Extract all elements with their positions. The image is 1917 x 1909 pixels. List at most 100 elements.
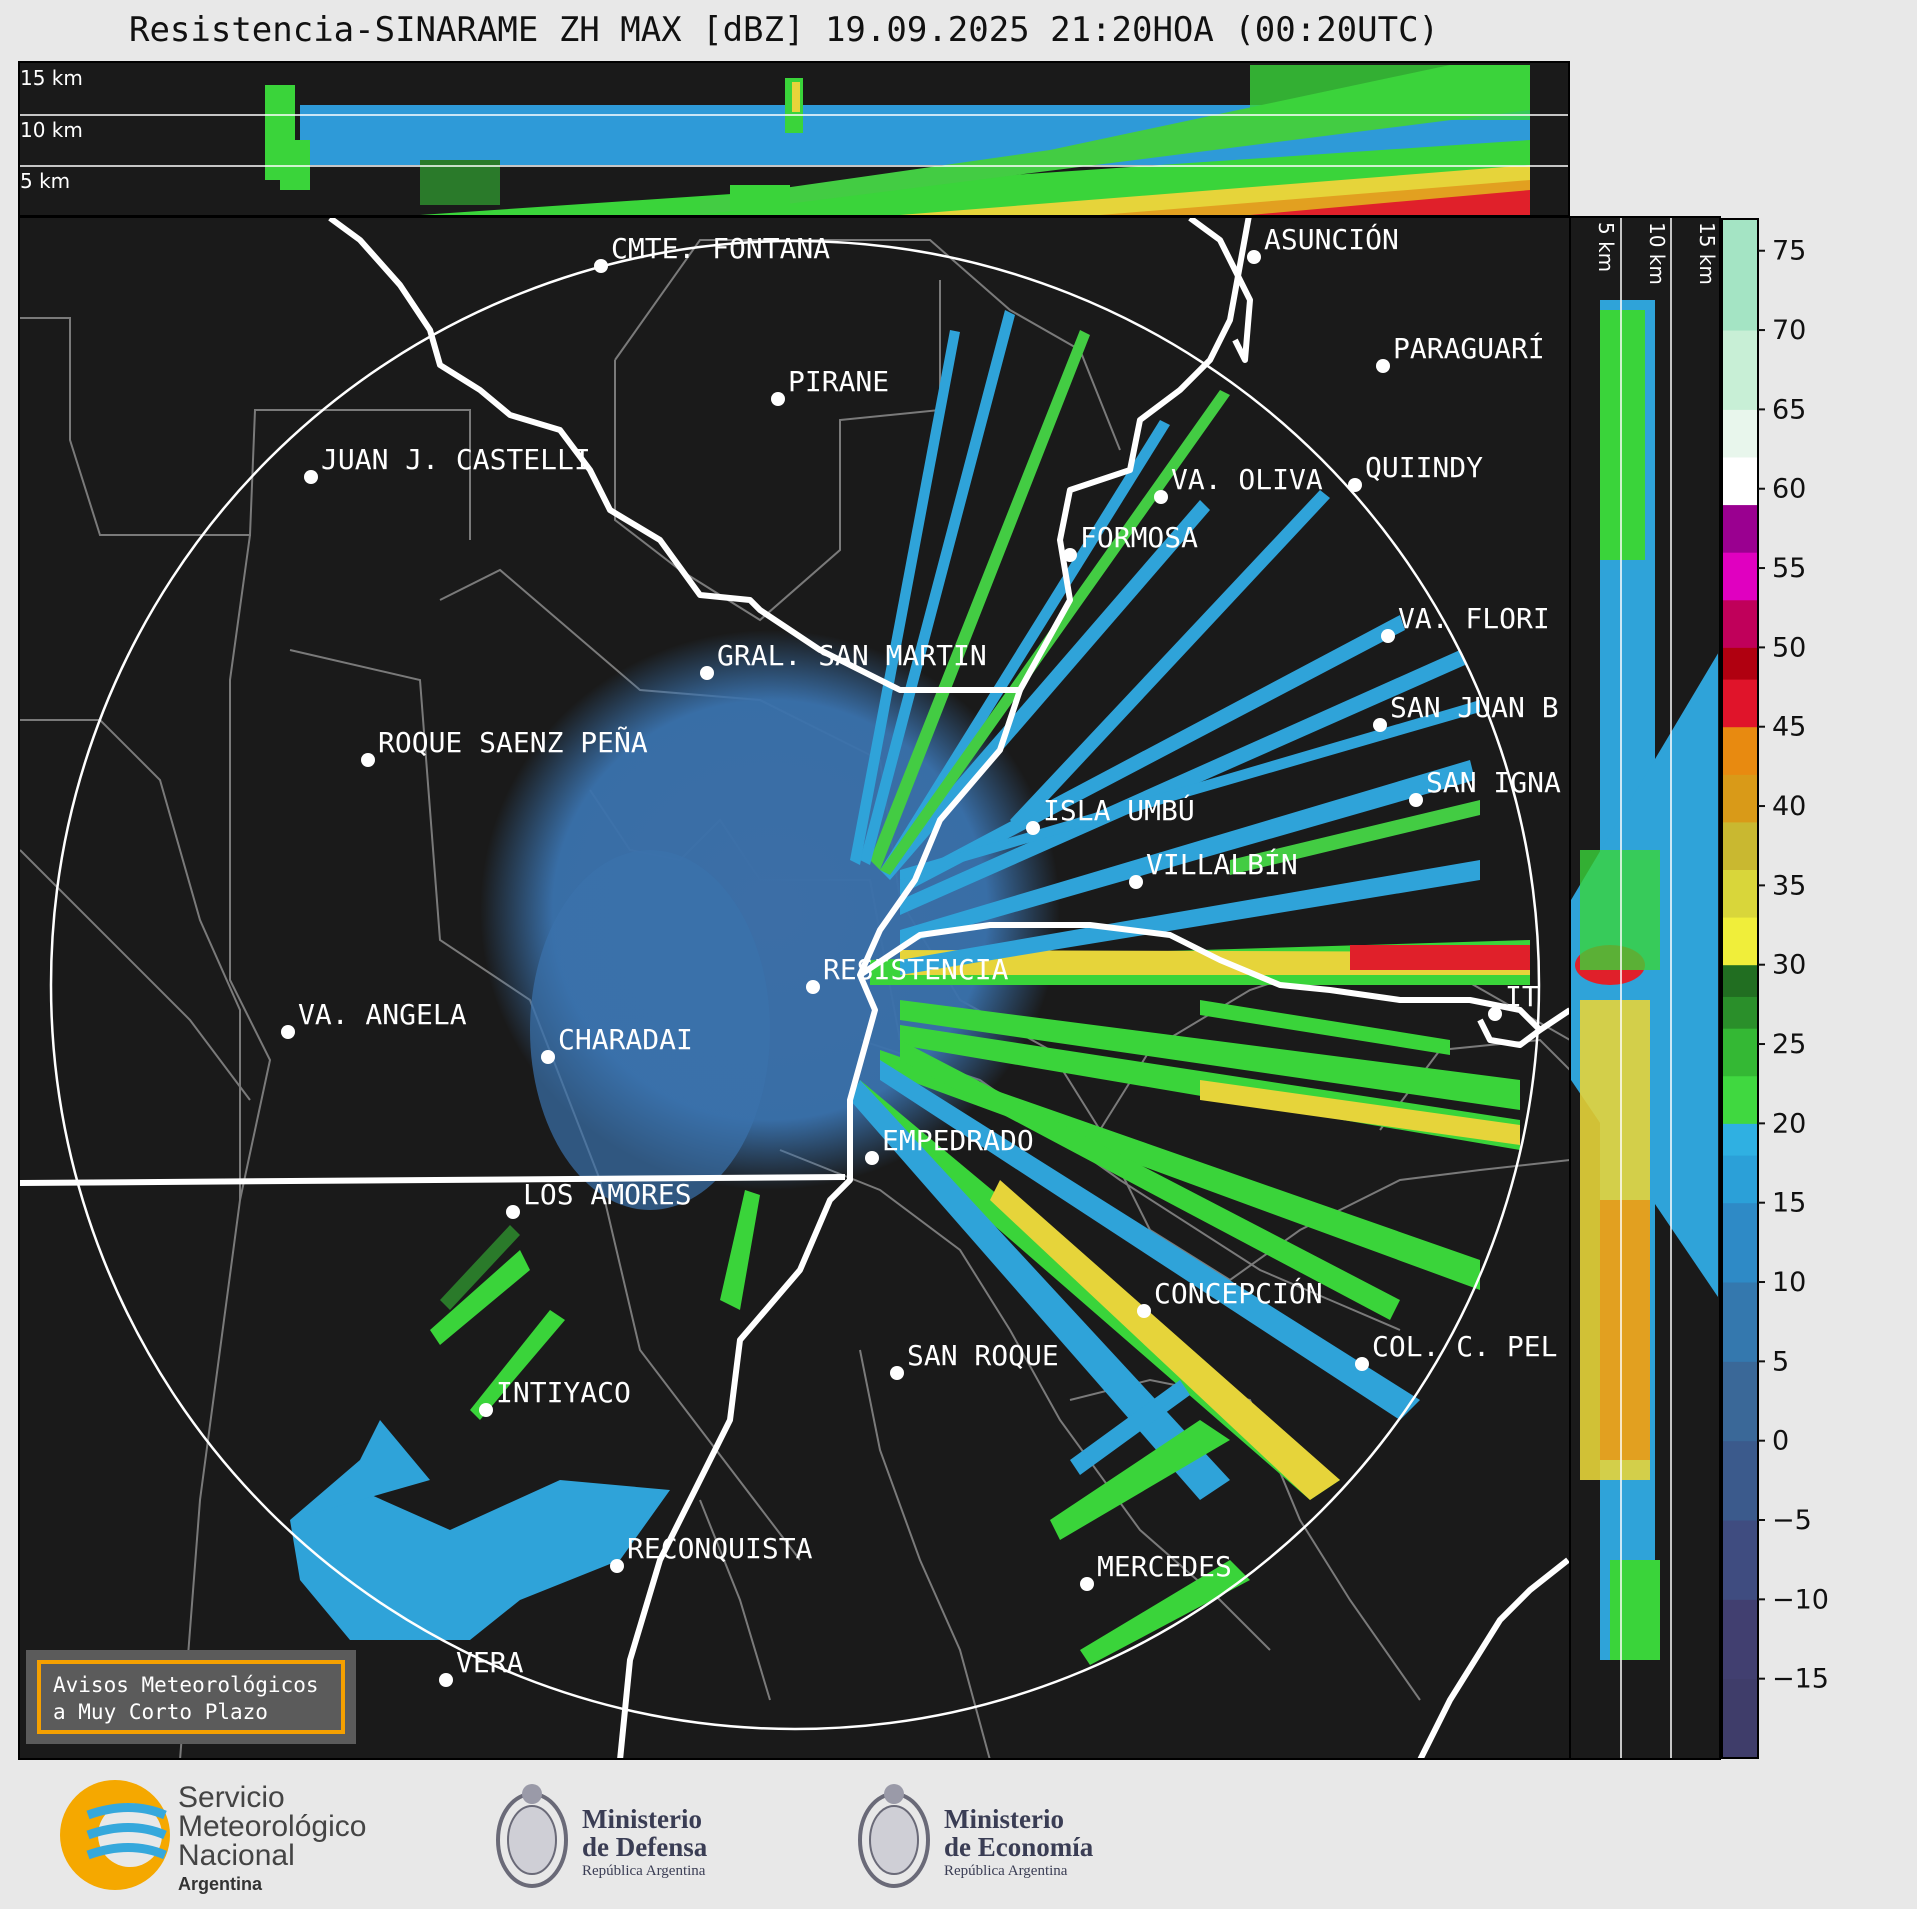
city-dot [304, 470, 318, 484]
colorbar-segment [1722, 1678, 1758, 1759]
colorbar-tick-label: −15 [1772, 1664, 1829, 1695]
city-dot [1348, 478, 1362, 492]
city-label: PIRANE [788, 365, 889, 398]
city-label: VILLALBÍN [1146, 847, 1298, 881]
colorbar-tick-label: 30 [1772, 950, 1806, 981]
side-level-15km: 15 km [1695, 222, 1719, 285]
colorbar-tick-label: 60 [1772, 474, 1806, 505]
colorbar-segment [1722, 1282, 1758, 1362]
city-label: RESISTENCIA [823, 953, 1009, 986]
city-marker: PARAGUARÍ [1376, 331, 1545, 373]
smn-logo [60, 1780, 170, 1890]
city-marker: RECONQUISTA [610, 1532, 813, 1573]
city-dot [700, 666, 714, 680]
city-dot [1376, 359, 1390, 373]
colorbar-segment [1722, 647, 1758, 680]
city-marker: COL. C. PEL [1355, 1330, 1557, 1371]
city-label: ASUNCIÓN [1264, 222, 1399, 256]
colorbar-tick-label: 35 [1772, 870, 1806, 901]
city-dot [1247, 250, 1261, 264]
side-level-5km: 5 km [1594, 222, 1618, 272]
city-marker: RESISTENCIA [806, 953, 1009, 994]
colorbar-tick-label: 0 [1772, 1426, 1789, 1457]
city-marker: LOS AMORES [506, 1178, 692, 1219]
colorbar-frame [1721, 218, 1759, 1759]
city-dot [1137, 1304, 1151, 1318]
city-marker: GRAL. SAN MARTIN [700, 639, 987, 680]
colorbar-segment [1722, 679, 1758, 728]
city-label: QUIINDY [1365, 451, 1483, 484]
top-cross-section: 15 km 10 km 5 km [18, 61, 1570, 217]
city-label: VA. OLIVA [1171, 463, 1323, 496]
city-label: EMPEDRADO [882, 1124, 1034, 1157]
city-dot [610, 1559, 624, 1573]
economia-seal-icon [858, 1784, 930, 1888]
city-marker: JUAN J. CASTELLI [304, 443, 591, 484]
city-dot [439, 1673, 453, 1687]
city-marker: VA. ANGELA [281, 998, 467, 1039]
colorbar-segment [1722, 1155, 1758, 1204]
colorbar-segment [1722, 456, 1758, 506]
city-marker: SAN JUAN B [1373, 691, 1559, 732]
city-dot [541, 1050, 555, 1064]
city-marker: VA. FLORI [1381, 602, 1550, 643]
colorbar-segment [1722, 726, 1758, 775]
city-label: PARAGUARÍ [1393, 331, 1545, 365]
city-label: IT [1505, 980, 1539, 1013]
colorbar-segment [1722, 1123, 1758, 1156]
colorbar-segment [1722, 1075, 1758, 1124]
city-dot [1154, 490, 1168, 504]
city-label: FORMOSA [1080, 521, 1198, 554]
city-marker: VILLALBÍN [1129, 847, 1298, 889]
city-label: CMTE. FONTANA [611, 232, 830, 265]
city-dot [1063, 548, 1077, 562]
city-label: ROQUE SAENZ PEÑA [378, 725, 648, 759]
city-label: SAN JUAN B [1390, 691, 1559, 724]
city-label: SAN IGNA [1426, 766, 1561, 799]
colorbar-tick-label: 20 [1772, 1108, 1806, 1139]
colorbar-tick-label: 5 [1772, 1346, 1789, 1377]
economia-logo-text: Ministerio de Economía República Argenti… [944, 1804, 1094, 1879]
city-label: JUAN J. CASTELLI [321, 443, 591, 476]
notice-box[interactable]: Avisos Meteorológicos a Muy Corto Plazo [37, 1660, 345, 1734]
top-level-15km: 15 km [20, 66, 83, 90]
city-marker: SAN ROQUE [890, 1339, 1059, 1380]
city-marker: EMPEDRADO [865, 1124, 1034, 1165]
city-dot [1381, 629, 1395, 643]
city-label: VERA [456, 1646, 524, 1679]
city-marker: FORMOSA [1063, 521, 1198, 562]
side-cross-section: 5 km 10 km 15 km [1569, 216, 1721, 1760]
city-marker: CONCEPCIÓN [1137, 1276, 1323, 1318]
city-marker: ISLA UMBÚ [1026, 793, 1195, 835]
city-dot [479, 1403, 493, 1417]
city-label: ISLA UMBÚ [1043, 793, 1195, 827]
city-dot [1488, 1007, 1502, 1021]
colorbar-tick-label: 15 [1772, 1188, 1806, 1219]
city-labels: CMTE. FONTANA ASUNCIÓN PIRANE PARAGUARÍ JUAN… [281, 222, 1561, 1687]
city-label: SAN ROQUE [907, 1339, 1059, 1372]
city-label: VA. FLORI [1398, 602, 1550, 635]
city-marker: CMTE. FONTANA [594, 232, 830, 273]
echo-southwest [290, 1190, 1250, 1665]
city-dot [865, 1151, 879, 1165]
city-dot [771, 392, 785, 406]
city-label: MERCEDES [1097, 1550, 1232, 1583]
notice-line-1: Avisos Meteorológicos [53, 1673, 319, 1697]
city-marker: SAN IGNA [1409, 766, 1561, 807]
page-title: Resistencia-SINARAME ZH MAX [dBZ] 19.09.… [128, 10, 1440, 50]
city-marker: PIRANE [771, 365, 889, 406]
colorbar-tick-label: 55 [1772, 553, 1806, 584]
city-dot [506, 1205, 520, 1219]
colorbar-segment [1722, 219, 1758, 331]
radar-map [18, 216, 1572, 1760]
colorbar-segment [1722, 409, 1758, 458]
city-dot [1080, 1577, 1094, 1591]
colorbar-segment [1722, 964, 1758, 997]
top-level-5km: 5 km [20, 169, 70, 193]
range-ring [49, 239, 1541, 1731]
city-label: VA. ANGELA [298, 998, 467, 1031]
smn-logo-text: Servicio Meteorológico Nacional Argentin… [178, 1781, 367, 1895]
city-marker: QUIINDY [1348, 451, 1483, 492]
